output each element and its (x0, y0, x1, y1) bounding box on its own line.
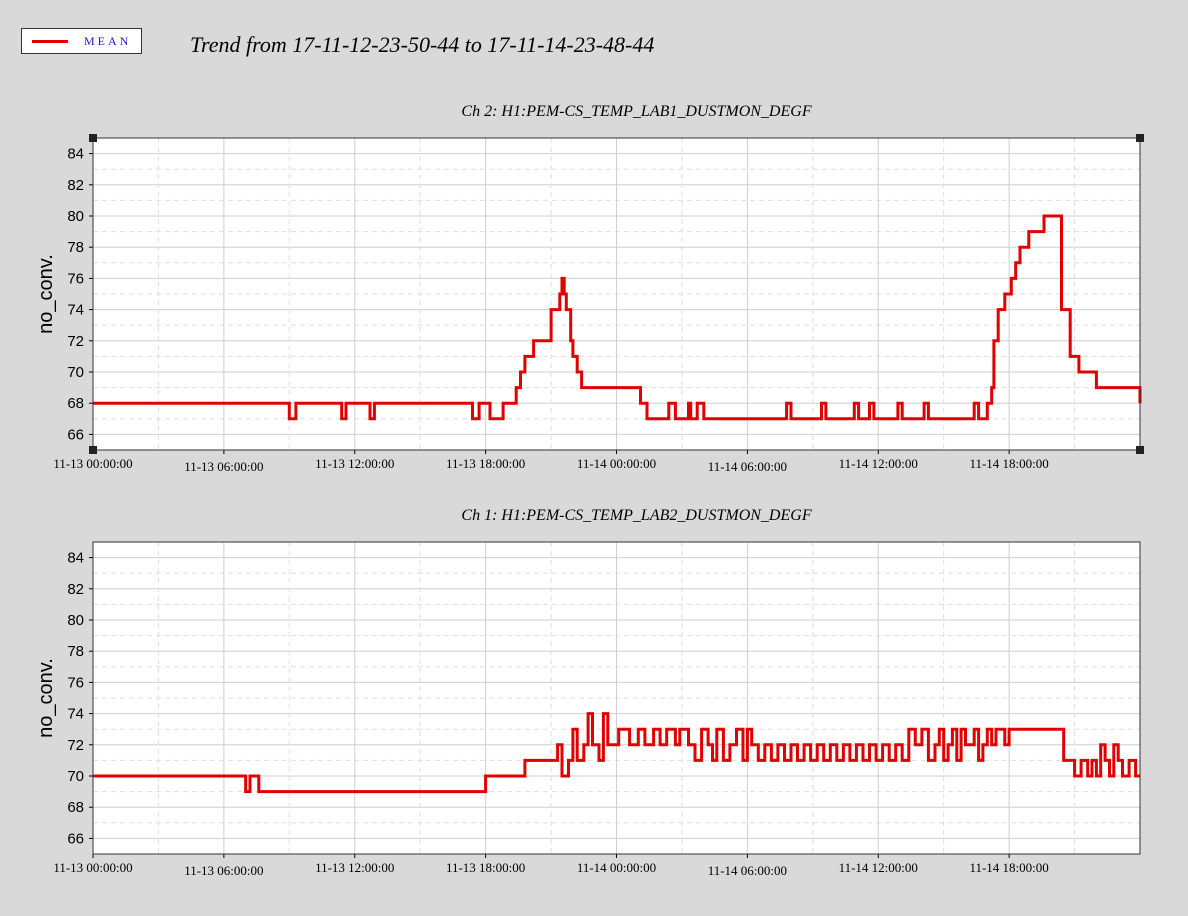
x-tick-label: 11-13 18:00:00 (446, 456, 525, 471)
plot-frame (92, 541, 1141, 855)
x-tick-label: 11-14 00:00:00 (577, 456, 656, 471)
x-tick-label: 11-13 06:00:00 (184, 863, 263, 878)
x-tick-label: 11-14 12:00:00 (839, 860, 918, 875)
chart-title: Ch 2: H1:PEM-CS_TEMP_LAB1_DUSTMON_DEGF (461, 103, 811, 120)
y-tick-label: 66 (67, 830, 84, 847)
y-tick-label: 78 (67, 643, 84, 660)
selection-handle (89, 134, 97, 142)
plot-frame (92, 137, 1141, 451)
y-tick-label: 74 (67, 302, 84, 319)
x-tick-label: 11-14 00:00:00 (577, 860, 656, 875)
x-tick-label: 11-14 12:00:00 (839, 456, 918, 471)
y-tick-label: 82 (67, 581, 84, 598)
x-tick-label: 11-13 18:00:00 (446, 860, 525, 875)
x-tick-label: 11-13 00:00:00 (53, 456, 132, 471)
series-line (93, 712, 1140, 794)
x-tick-label: 11-14 06:00:00 (708, 459, 787, 474)
y-tick-label: 84 (67, 146, 84, 163)
y-axis-label: no_conv. (35, 254, 57, 334)
y-tick-label: 70 (67, 768, 84, 785)
y-tick-label: 68 (67, 395, 84, 412)
x-tick-label: 11-14 06:00:00 (708, 863, 787, 878)
y-tick-label: 66 (67, 426, 84, 443)
y-tick-label: 74 (67, 706, 84, 723)
y-tick-label: 72 (67, 333, 84, 350)
y-tick-label: 76 (67, 270, 84, 287)
x-tick-label: 11-13 00:00:00 (53, 860, 132, 875)
y-tick-label: 82 (67, 177, 84, 194)
y-tick-label: 80 (67, 208, 84, 225)
y-tick-label: 78 (67, 239, 84, 256)
legend: MEAN (21, 28, 142, 54)
y-tick-label: 80 (67, 612, 84, 629)
chart-2: Ch 1: H1:PEM-CS_TEMP_LAB2_DUSTMON_DEGF 66… (35, 507, 1141, 878)
y-tick-label: 68 (67, 799, 84, 816)
selection-handle (1136, 446, 1144, 454)
x-tick-label: 11-14 18:00:00 (969, 456, 1048, 471)
y-tick-label: 76 (67, 674, 84, 691)
x-tick-label: 11-13 12:00:00 (315, 860, 394, 875)
x-tick-label: 11-14 18:00:00 (969, 860, 1048, 875)
y-axis-label: no_conv. (35, 658, 57, 738)
main-title: Trend from 17-11-12-23-50-44 to 17-11-14… (190, 32, 655, 57)
selection-handle (89, 446, 97, 454)
chart-title: Ch 1: H1:PEM-CS_TEMP_LAB2_DUSTMON_DEGF (461, 507, 811, 524)
selection-handle (1136, 134, 1144, 142)
x-tick-label: 11-13 06:00:00 (184, 459, 263, 474)
legend-swatch (32, 40, 68, 43)
y-tick-label: 84 (67, 550, 84, 567)
series-line (93, 214, 1142, 421)
chart-1: Ch 2: H1:PEM-CS_TEMP_LAB1_DUSTMON_DEGF 66… (35, 103, 1144, 474)
y-tick-label: 72 (67, 737, 84, 754)
legend-label: MEAN (84, 34, 132, 48)
x-tick-label: 11-13 12:00:00 (315, 456, 394, 471)
y-tick-label: 70 (67, 364, 84, 381)
